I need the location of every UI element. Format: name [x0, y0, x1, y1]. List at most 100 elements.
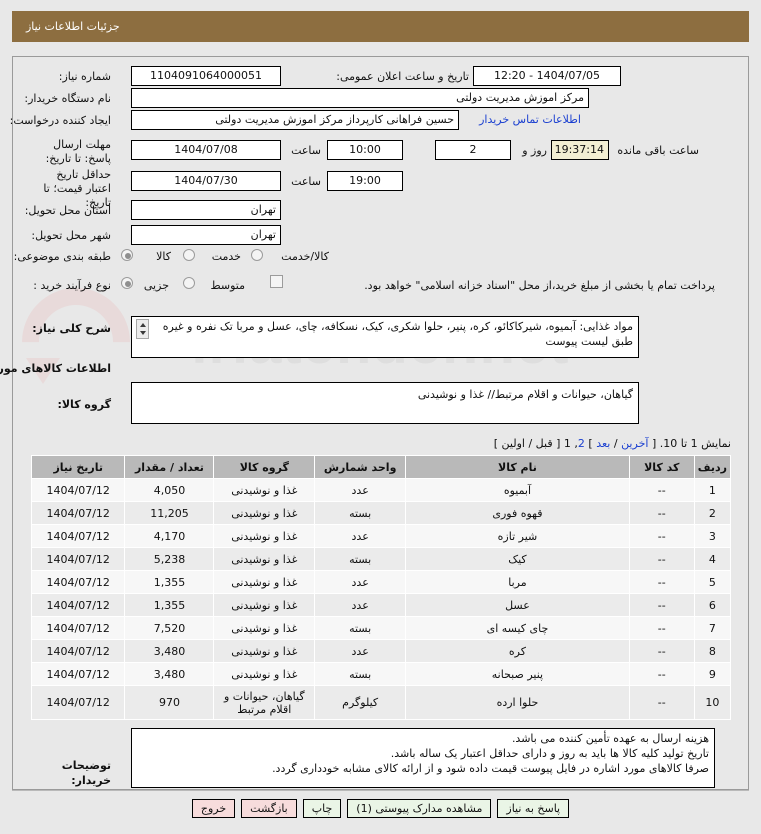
table-row: 1 -- آبمیوه عدد غذا و نوشیدنی 4,050 1404/07/12	[30, 478, 732, 502]
cell-date: 1404/07/12	[30, 662, 126, 686]
pagination-slash-2: /	[528, 437, 533, 450]
buyer-contact-link[interactable]: اطلاعات تماس خریدار	[479, 113, 581, 126]
remaining-suffix-label: ساعت باقی مانده	[617, 144, 699, 157]
description-spinner[interactable]	[136, 319, 149, 339]
cell-qty: 3,480	[124, 639, 215, 663]
cell-group: غذا و نوشیدنی	[213, 639, 316, 663]
action-button-0[interactable]: پاسخ به نیاز	[497, 799, 570, 818]
cell-name: آبمیوه	[405, 478, 630, 502]
cell-code: --	[628, 685, 695, 720]
cell-name: پنیر صبحانه	[405, 662, 630, 686]
cell-code: --	[628, 639, 695, 663]
process-radio-jozi[interactable]	[121, 277, 133, 289]
goods-group-value[interactable]: گیاهان، حیوانات و اقلام مرتبط// غذا و نو…	[131, 382, 639, 424]
process-option-label-0: جزیی	[143, 279, 169, 292]
cell-code: --	[628, 524, 695, 548]
cell-code: --	[628, 616, 695, 640]
cell-radif: 8	[693, 639, 732, 663]
cell-date: 1404/07/12	[30, 501, 126, 525]
cell-qty: 7,520	[124, 616, 215, 640]
pagination-page-2[interactable]: 2	[577, 437, 585, 450]
items-table: ردیف کد کالا نام کالا واحد شمارش گروه کا…	[30, 455, 732, 720]
province-label: استان محل تحویل:	[24, 204, 111, 217]
table-row: 9 -- پنیر صبحانه بسته غذا و نوشیدنی 3,480 1404…	[30, 662, 732, 686]
col-header-unit: واحد شمارش	[314, 455, 407, 479]
cell-name: حلوا ارده	[405, 685, 630, 720]
cell-date: 1404/07/12	[30, 616, 126, 640]
remaining-days: 2	[435, 140, 511, 160]
action-button-2[interactable]: چاپ	[302, 799, 342, 818]
table-row: 7 -- چای کیسه ای بسته غذا و نوشیدنی 7,520 1404…	[30, 616, 732, 640]
treasury-bonds-checkbox[interactable]	[270, 275, 283, 288]
reply-deadline-time: 10:00	[327, 140, 403, 160]
cell-qty: 970	[124, 685, 215, 720]
category-radio-kala-khedmat[interactable]	[251, 249, 263, 261]
category-option-label-0: کالا	[156, 250, 171, 263]
cell-code: --	[628, 547, 695, 571]
cell-group: گیاهان، حیوانات و اقلام مرتبط	[213, 685, 316, 720]
table-row: 10 -- حلوا ارده کیلوگرم گیاهان، حیوانات و اق…	[30, 685, 732, 720]
buyer-notes-textarea[interactable]: هزینه ارسال به عهده تأمین کننده می باشد.…	[131, 728, 715, 788]
description-label: شرح کلی نیاز:	[32, 322, 111, 335]
details-panel	[12, 56, 749, 790]
cell-date: 1404/07/12	[30, 478, 126, 502]
table-row: 8 -- کره عدد غذا و نوشیدنی 3,480 1404/07/12	[30, 639, 732, 663]
cell-radif: 2	[693, 501, 732, 525]
buyer-org-label: نام دستگاه خریدار:	[24, 92, 111, 105]
reply-deadline-label: مهلت ارسال پاسخ: تا تاریخ:	[45, 138, 111, 165]
cell-name: عسل	[405, 593, 630, 617]
public-announce-label: تاریخ و ساعت اعلان عمومی:	[336, 70, 469, 83]
city-value: تهران	[131, 225, 281, 245]
table-header-row: ردیف کد کالا نام کالا واحد شمارش گروه کا…	[30, 455, 732, 479]
pagination-first-link[interactable]: اولین	[501, 437, 525, 450]
action-button-3[interactable]: بازگشت	[241, 799, 297, 818]
col-header-name: نام کالا	[405, 455, 630, 479]
pagination-open-bracket-2: [	[556, 437, 561, 450]
cell-qty: 1,355	[124, 570, 215, 594]
cell-date: 1404/07/12	[30, 570, 126, 594]
public-announce-value: 1404/07/05 - 12:20	[473, 66, 621, 86]
cell-unit: بسته	[314, 662, 407, 686]
cell-qty: 4,050	[124, 478, 215, 502]
spinner-up-icon[interactable]	[140, 323, 146, 327]
spinner-down-icon[interactable]	[140, 331, 146, 335]
cell-code: --	[628, 593, 695, 617]
need-number-value: 1104091064000051	[131, 66, 281, 86]
table-row: 5 -- مربا عدد غذا و نوشیدنی 1,355 1404/07/12	[30, 570, 732, 594]
hour-label-2: ساعت	[291, 175, 321, 188]
page-title: جزئیات اطلاعات نیاز	[26, 20, 120, 33]
pagination-prev-link[interactable]: قبل	[535, 437, 553, 450]
cell-radif: 10	[693, 685, 732, 720]
cell-name: شیر تازه	[405, 524, 630, 548]
pagination-slash-1: /	[613, 437, 618, 450]
cell-group: غذا و نوشیدنی	[213, 593, 316, 617]
category-radio-kala[interactable]	[121, 249, 133, 261]
cell-radif: 1	[693, 478, 732, 502]
cell-qty: 4,170	[124, 524, 215, 548]
cell-code: --	[628, 570, 695, 594]
cell-unit: عدد	[314, 593, 407, 617]
cell-unit: بسته	[314, 547, 407, 571]
need-number-label: شماره نیاز:	[58, 70, 111, 83]
cell-name: قهوه فوری	[405, 501, 630, 525]
cell-name: کره	[405, 639, 630, 663]
category-radio-khedmat[interactable]	[183, 249, 195, 261]
pagination-next-link[interactable]: بعد	[596, 437, 611, 450]
province-value: تهران	[131, 200, 281, 220]
cell-code: --	[628, 662, 695, 686]
category-label: طبقه بندی موضوعی:	[13, 250, 111, 263]
buyer-notes-label: توضیحات خریدار:	[61, 759, 111, 787]
action-button-1[interactable]: مشاهده مدارک پیوستی (1)	[347, 799, 492, 818]
action-button-4[interactable]: خروج	[191, 799, 236, 818]
process-radio-motavaset[interactable]	[183, 277, 195, 289]
pagination-last-link[interactable]: آخرین	[621, 437, 649, 450]
cell-name: مربا	[405, 570, 630, 594]
price-validity-label: حداقل تاریخ اعتبار قیمت؛ تا تاریخ:	[43, 168, 111, 209]
cell-code: --	[628, 478, 695, 502]
table-row: 2 -- قهوه فوری بسته غذا و نوشیدنی 11,205 1404/…	[30, 501, 732, 525]
cell-qty: 3,480	[124, 662, 215, 686]
description-textarea[interactable]: مواد غذایی: آبمیوه، شیرکاکائو، کره، پنیر…	[131, 316, 639, 358]
reply-deadline-date: 1404/07/08	[131, 140, 281, 160]
cell-group: غذا و نوشیدنی	[213, 524, 316, 548]
price-validity-date: 1404/07/30	[131, 171, 281, 191]
